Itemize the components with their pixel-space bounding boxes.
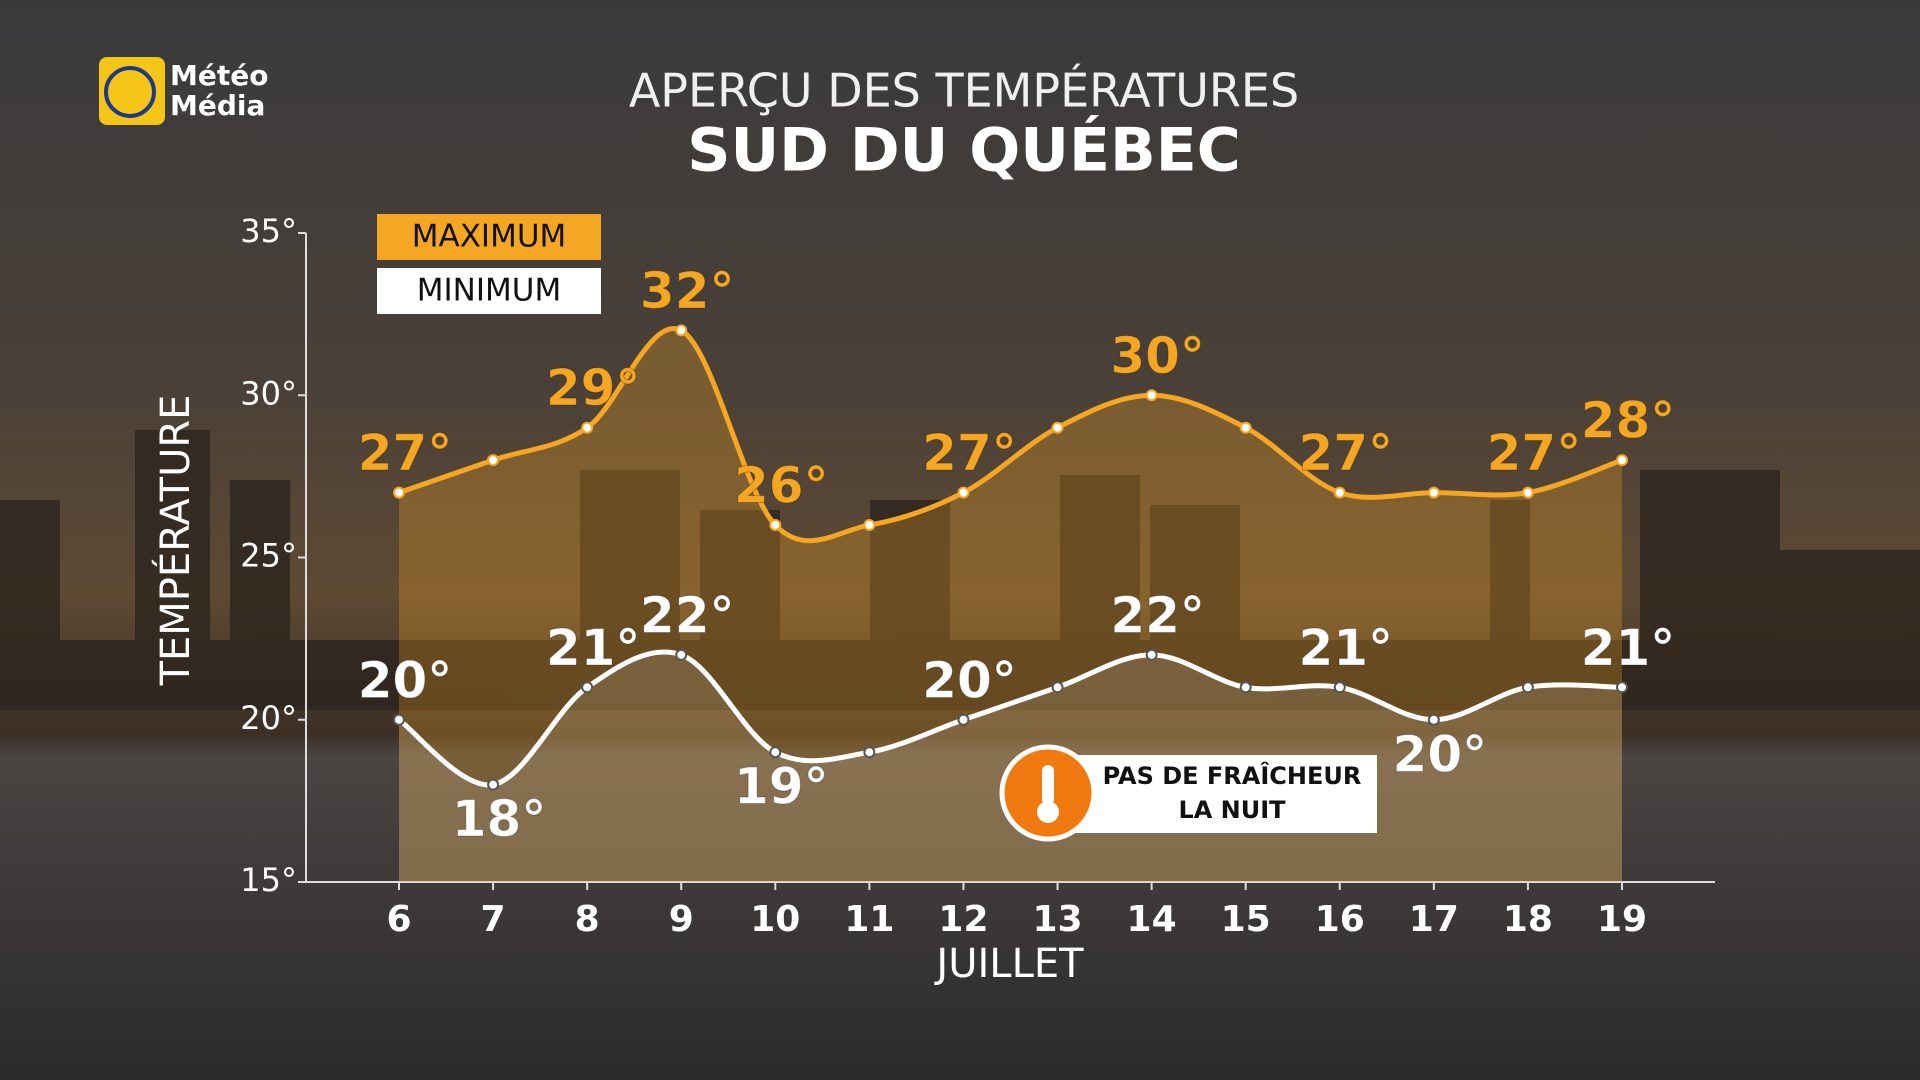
y-tick-label: 25° <box>240 537 297 575</box>
data-label: 27° <box>1298 424 1393 482</box>
y-tick-label: 20° <box>240 699 297 737</box>
x-tick-label: 9 <box>669 899 694 940</box>
logo-text: Média <box>170 89 265 122</box>
data-label: 22° <box>640 586 735 644</box>
data-point <box>675 648 688 661</box>
x-tick-label: 7 <box>481 899 506 940</box>
data-point <box>1239 421 1252 434</box>
data-point <box>1616 681 1628 694</box>
data-point <box>393 713 405 726</box>
data-label: 27° <box>922 424 1017 482</box>
data-point <box>1616 454 1628 467</box>
data-label: 22° <box>1110 586 1205 644</box>
data-point <box>1145 389 1158 402</box>
data-label: 21° <box>546 619 641 677</box>
logo-text: Météo <box>170 59 268 92</box>
data-point <box>1051 421 1064 434</box>
data-point <box>581 681 594 694</box>
thermometer-icon <box>1037 801 1059 823</box>
data-label: 26° <box>734 457 829 515</box>
data-point <box>957 713 970 726</box>
data-point <box>863 519 876 532</box>
annotation: PAS DE FRAÎCHEUR LA NUIT <box>999 744 1377 842</box>
data-point <box>487 778 500 791</box>
y-tick-label: 30° <box>240 374 297 412</box>
data-point <box>1521 681 1534 694</box>
thermometer-icon <box>1042 765 1054 805</box>
data-label: 21° <box>1298 619 1393 677</box>
x-tick-label: 6 <box>386 899 411 940</box>
data-point <box>769 519 782 532</box>
data-point <box>863 746 876 759</box>
chart-title: APERÇU DES TEMPÉRATURES <box>629 64 1299 118</box>
x-axis-title: JUILLET <box>933 941 1084 987</box>
data-point <box>1239 681 1252 694</box>
data-point <box>1145 648 1158 661</box>
x-tick-label: 8 <box>575 899 600 940</box>
data-label: 27° <box>1487 424 1582 482</box>
data-label: 18° <box>452 790 547 848</box>
data-label: 28° <box>1581 392 1676 450</box>
data-label: 21° <box>1581 619 1676 677</box>
data-point <box>393 486 405 499</box>
x-tick-label: 13 <box>1032 899 1082 940</box>
series-line <box>398 325 1623 544</box>
data-label: 27° <box>358 424 453 482</box>
data-point <box>581 421 594 434</box>
data-point <box>1051 681 1064 694</box>
data-point <box>1427 486 1440 499</box>
annotation-box <box>1060 755 1377 833</box>
y-tick-label: 35° <box>240 212 297 250</box>
data-label: 29° <box>546 359 641 417</box>
data-point <box>1333 681 1346 694</box>
data-point <box>675 324 688 337</box>
logo-globe <box>104 66 156 118</box>
data-label: 20° <box>358 651 453 709</box>
x-tick-label: 15 <box>1221 899 1271 940</box>
x-tick-label: 10 <box>750 899 800 940</box>
logo: Météo Média <box>99 57 268 125</box>
chart-subtitle: SUD DU QUÉBEC <box>687 114 1241 186</box>
area <box>399 328 1622 882</box>
x-tick-label: 16 <box>1315 899 1365 940</box>
data-label: 19° <box>734 758 829 816</box>
annotation-text: PAS DE FRAÎCHEUR <box>1103 761 1362 790</box>
x-tick-label: 18 <box>1503 899 1553 940</box>
data-point <box>769 746 782 759</box>
x-tick-label: 14 <box>1127 899 1177 940</box>
legend: MAXIMUM MINIMUM <box>377 214 601 314</box>
data-point <box>1521 486 1534 499</box>
x-tick-label: 17 <box>1409 899 1459 940</box>
legend-label: MAXIMUM <box>412 219 567 255</box>
data-point <box>957 486 970 499</box>
data-point <box>1427 713 1440 726</box>
legend-swatch <box>377 268 601 314</box>
legend-swatch <box>377 214 601 260</box>
annotation-text: LA NUIT <box>1178 796 1286 824</box>
data-label: 20° <box>1393 725 1488 783</box>
x-tick-label: 19 <box>1597 899 1647 940</box>
y-axis-title: TEMPÉRATURE <box>151 395 199 687</box>
y-tick-label: 15° <box>240 861 297 899</box>
data-label: 32° <box>640 262 735 320</box>
data-point <box>1333 486 1346 499</box>
x-tick-label: 11 <box>844 899 894 940</box>
data-label: 30° <box>1110 327 1205 385</box>
x-tick-label: 12 <box>938 899 988 940</box>
data-point <box>487 454 500 467</box>
data-label: 20° <box>922 651 1017 709</box>
legend-label: MINIMUM <box>417 273 561 309</box>
